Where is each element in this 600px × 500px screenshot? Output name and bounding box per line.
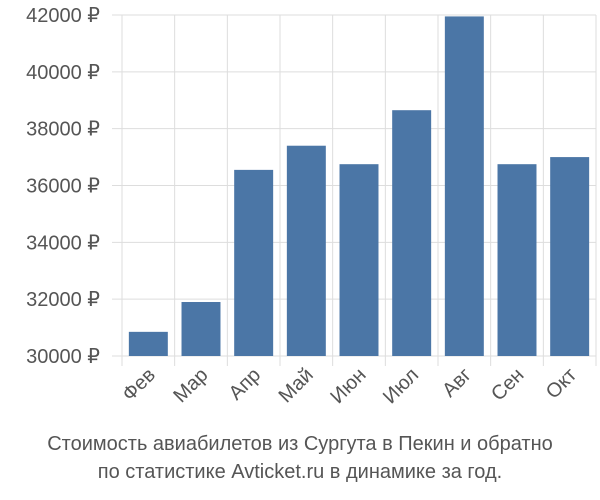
bar [392, 110, 432, 356]
x-tick-label: Мар [169, 364, 212, 407]
y-axis-ticks: 30000 ₽ 32000 ₽ 34000 ₽ 36000 ₽ 38000 ₽ 40000… [26, 5, 100, 368]
x-tick-label: Сен [487, 364, 528, 405]
bar-chart: 30000 ₽ 32000 ₽ 34000 ₽ 36000 ₽ 38000 ₽ 40000… [26, 5, 597, 408]
bar [128, 331, 168, 356]
x-tick-label: Окт [542, 364, 581, 403]
y-tick-label: 42000 ₽ [26, 5, 100, 27]
bar [444, 16, 484, 356]
y-tick-label: 30000 ₽ [26, 346, 100, 368]
x-tick-label: Май [275, 364, 318, 407]
y-tick-label: 32000 ₽ [26, 289, 100, 311]
x-tick-label: Фев [118, 364, 160, 406]
bars [128, 16, 590, 356]
bar [234, 169, 274, 356]
x-tick-label: Апр [225, 364, 266, 405]
y-tick-label: 36000 ₽ [26, 176, 100, 198]
grid-lines [112, 14, 597, 366]
chart-caption: Стоимость авиабилетов из Сургута в Пекин… [0, 430, 600, 486]
x-tick-label: Июл [379, 364, 423, 408]
x-tick-label: Авг [438, 364, 476, 402]
caption-line-1: Стоимость авиабилетов из Сургута в Пекин… [47, 433, 553, 455]
x-axis-ticks: Фев Мар Апр Май Июн Июл Авг Сен Окт [118, 364, 581, 408]
x-tick-label: Июн [326, 364, 370, 408]
bar [339, 164, 379, 356]
caption-line-2: по статистике Avticket.ru в динамике за … [97, 461, 503, 483]
y-tick-label: 34000 ₽ [26, 232, 100, 254]
bar [497, 164, 537, 356]
y-tick-label: 38000 ₽ [26, 119, 100, 141]
bar [181, 302, 221, 356]
y-tick-label: 40000 ₽ [26, 62, 100, 84]
bar [550, 157, 590, 356]
bar [286, 145, 326, 356]
